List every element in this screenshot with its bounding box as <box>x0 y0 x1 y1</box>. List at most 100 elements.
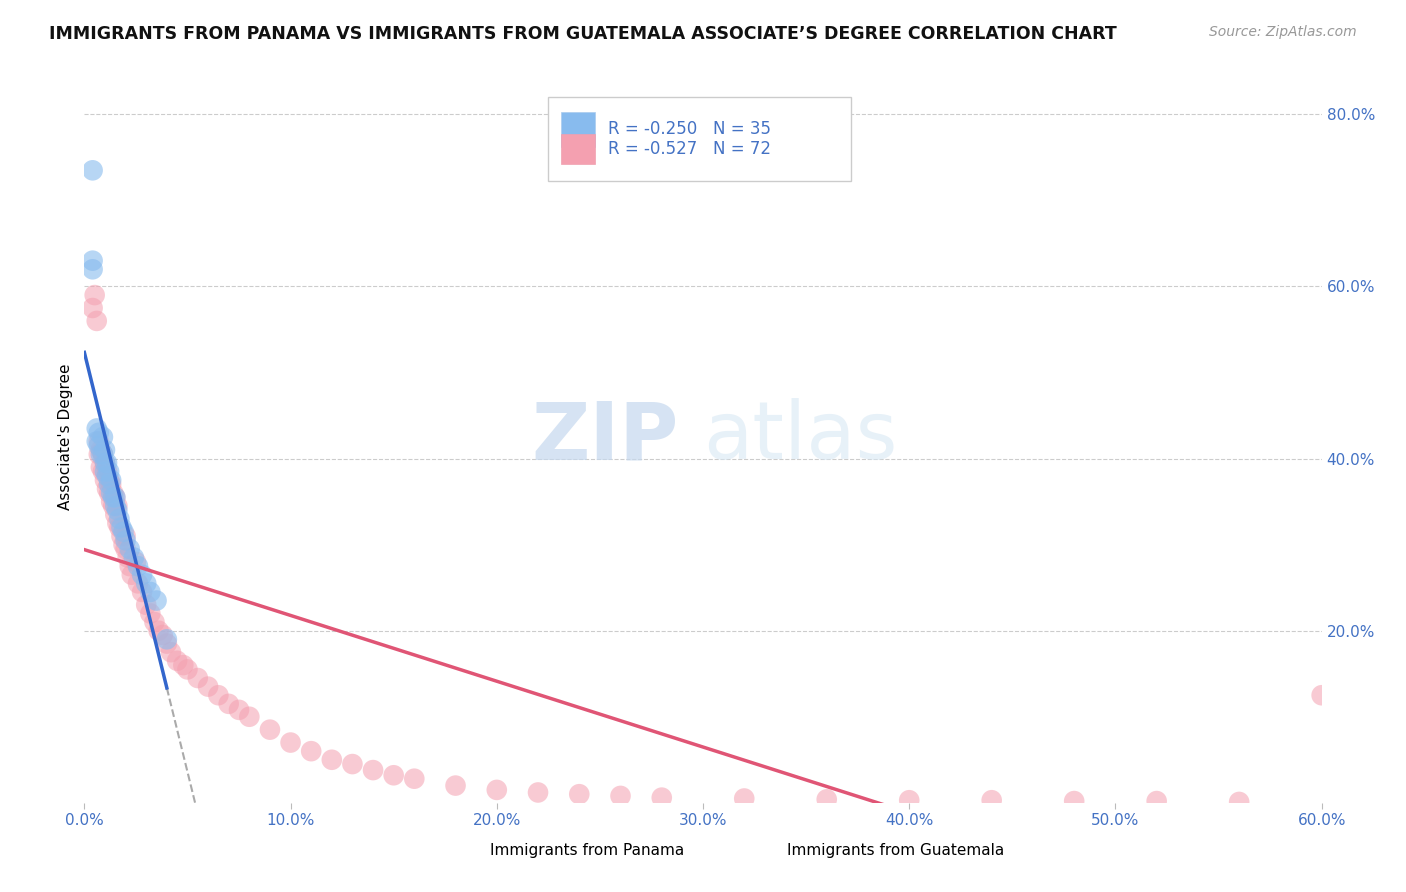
Point <box>321 753 343 767</box>
Point <box>135 598 157 612</box>
Point <box>96 456 118 470</box>
Point <box>228 703 250 717</box>
Point <box>112 524 135 539</box>
Point <box>87 439 110 453</box>
Point <box>94 456 117 470</box>
Text: Immigrants from Panama: Immigrants from Panama <box>491 843 685 858</box>
Point <box>1146 794 1168 808</box>
Point <box>117 550 139 565</box>
Point <box>898 793 921 807</box>
Point <box>1063 794 1085 808</box>
Bar <box>561 112 595 146</box>
Point <box>733 791 755 805</box>
Bar <box>752 838 780 862</box>
Point <box>105 503 128 517</box>
Point <box>82 163 104 178</box>
Point <box>197 680 219 694</box>
Point <box>87 447 110 461</box>
Point <box>82 262 104 277</box>
Point <box>187 671 209 685</box>
Bar <box>561 135 595 164</box>
Point <box>404 772 426 786</box>
Point <box>139 585 162 599</box>
Point <box>100 494 122 508</box>
Point <box>100 477 122 491</box>
Point <box>104 491 127 505</box>
Text: ZIP: ZIP <box>531 398 678 476</box>
Text: Immigrants from Guatemala: Immigrants from Guatemala <box>787 843 1004 858</box>
Point <box>609 789 631 803</box>
Point <box>145 593 167 607</box>
Point <box>125 555 148 569</box>
Point <box>103 486 125 500</box>
Point <box>110 520 132 534</box>
Point <box>82 253 104 268</box>
Point <box>131 567 153 582</box>
Point <box>176 662 198 676</box>
Point <box>86 421 108 435</box>
Point <box>91 447 114 461</box>
Point <box>108 512 131 526</box>
Point <box>90 447 112 461</box>
Point <box>87 434 110 449</box>
Point <box>160 645 183 659</box>
Point <box>100 473 122 487</box>
Point <box>172 658 194 673</box>
Point <box>218 697 240 711</box>
Point <box>114 541 136 556</box>
Point <box>118 541 141 556</box>
Point <box>121 567 143 582</box>
Point <box>118 559 141 574</box>
Text: Source: ZipAtlas.com: Source: ZipAtlas.com <box>1209 25 1357 39</box>
Point <box>98 477 121 491</box>
Point <box>90 460 112 475</box>
Point <box>980 793 1002 807</box>
Point <box>485 783 508 797</box>
Point <box>96 482 118 496</box>
Point <box>148 624 170 638</box>
Point <box>82 301 104 315</box>
Point <box>94 465 117 479</box>
Point <box>98 473 121 487</box>
Point <box>87 425 110 440</box>
Point <box>139 607 162 621</box>
Point <box>259 723 281 737</box>
Text: R = -0.250   N = 35: R = -0.250 N = 35 <box>607 120 770 138</box>
Text: atlas: atlas <box>703 398 897 476</box>
Point <box>166 654 188 668</box>
Point <box>90 442 112 457</box>
Point <box>238 710 260 724</box>
Point <box>86 434 108 449</box>
Point <box>280 735 302 749</box>
Point <box>156 632 179 647</box>
Point <box>361 763 384 777</box>
Point <box>104 499 127 513</box>
Point <box>110 529 132 543</box>
Point <box>108 520 131 534</box>
Point <box>444 779 467 793</box>
Point <box>131 585 153 599</box>
Point <box>1227 795 1250 809</box>
Point <box>98 465 121 479</box>
Point <box>98 486 121 500</box>
Bar <box>456 838 482 862</box>
Point <box>1310 688 1333 702</box>
Point <box>152 628 174 642</box>
Text: IMMIGRANTS FROM PANAMA VS IMMIGRANTS FROM GUATEMALA ASSOCIATE’S DEGREE CORRELATI: IMMIGRANTS FROM PANAMA VS IMMIGRANTS FRO… <box>49 25 1116 43</box>
Point <box>156 637 179 651</box>
Point <box>96 465 118 479</box>
Point <box>103 491 125 505</box>
Point <box>91 465 114 479</box>
Point <box>105 499 128 513</box>
Point <box>122 550 145 565</box>
Point <box>103 499 125 513</box>
FancyBboxPatch shape <box>548 97 852 181</box>
Point <box>104 491 127 505</box>
Point <box>114 533 136 548</box>
Point <box>568 787 591 801</box>
Point <box>127 576 149 591</box>
Point <box>135 576 157 591</box>
Point <box>143 615 166 629</box>
Point <box>651 790 673 805</box>
Point <box>96 468 118 483</box>
